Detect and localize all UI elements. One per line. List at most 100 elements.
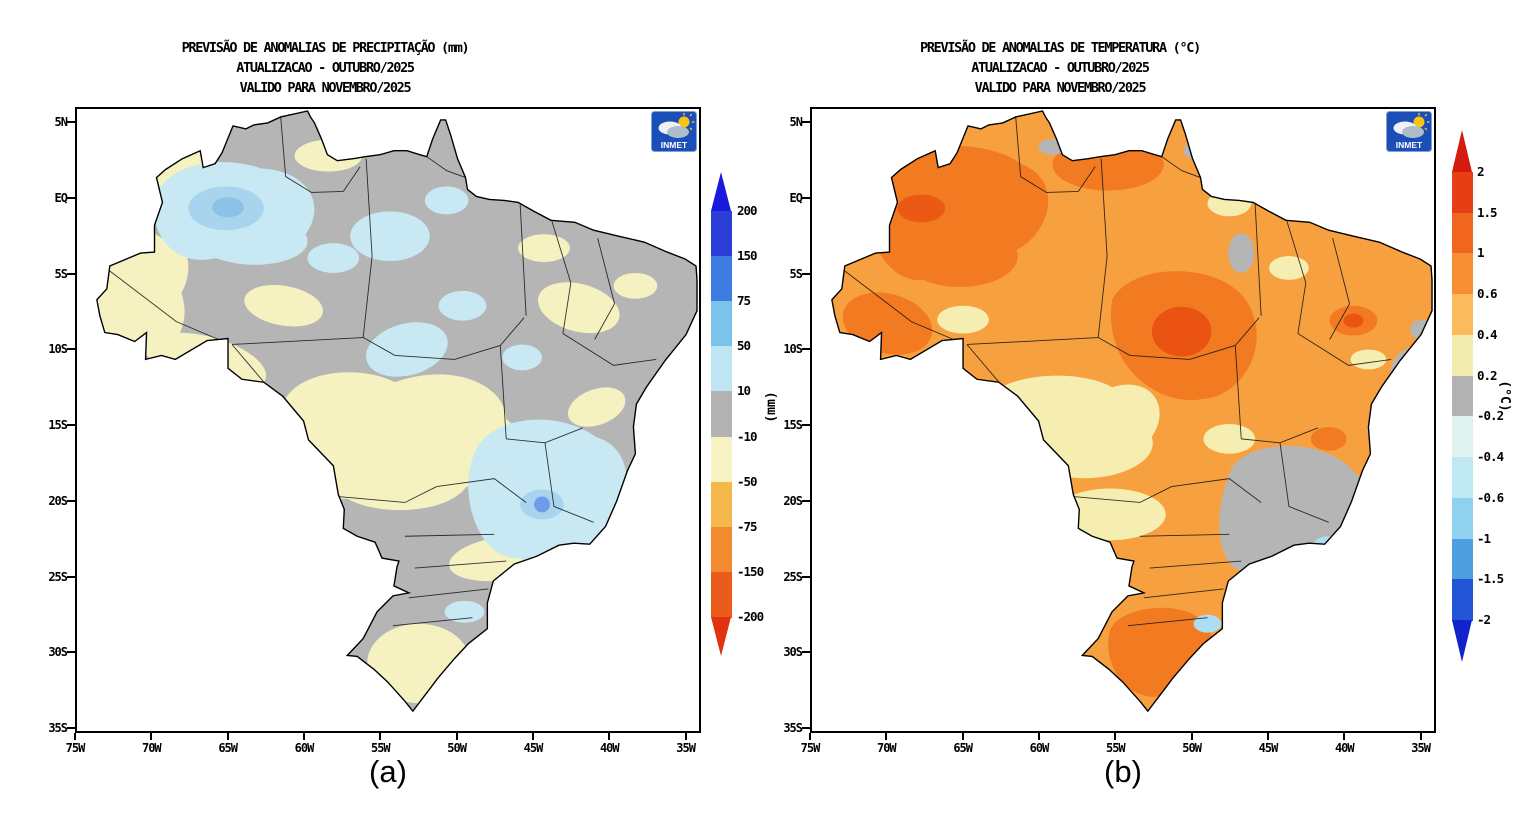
- lat-tick-mark: [67, 575, 75, 578]
- country-outline: [831, 110, 1433, 713]
- caption-b: (b): [1104, 754, 1142, 789]
- lon-tick-label: 55W: [1105, 741, 1126, 755]
- lat-tick-label: EQ: [789, 190, 803, 205]
- colorbar-segment: [711, 301, 732, 347]
- country-outline: [96, 110, 698, 713]
- lat-tick-label: 5N: [54, 115, 68, 129]
- colorbar-segment: [711, 391, 732, 438]
- precip-title-line-2: ATUALIZACAO - OUTUBRO/2025: [236, 60, 415, 76]
- lat-tick-mark: [802, 424, 810, 426]
- lon-tick-label: 35W: [676, 741, 696, 755]
- colorbar-segment: [1452, 253, 1473, 295]
- lat-tick-label: 5S: [789, 266, 803, 281]
- lat-tick-mark: [802, 727, 810, 729]
- colorbar-tick-label: 75: [737, 293, 751, 309]
- colorbar-segment: [1452, 294, 1473, 336]
- temp-plot-frame: [810, 107, 1436, 733]
- state-borders: [844, 116, 1392, 627]
- colorbar-tick-label: 0.6: [1477, 286, 1498, 302]
- colorbar-tick-label: 1.5: [1477, 204, 1498, 220]
- colorbar-segment: [1452, 375, 1473, 417]
- temp-title-line-2: ATUALIZACAO - OUTUBRO/2025: [971, 60, 1150, 76]
- colorbar-tick-label: 200: [737, 203, 758, 218]
- colorbar-tick-label: -0.4: [1477, 449, 1504, 465]
- colorbar-tick-label: 50: [737, 338, 751, 354]
- lon-tick-mark: [885, 733, 888, 740]
- lat-tick-mark: [67, 196, 75, 199]
- lat-tick-mark: [67, 272, 75, 275]
- lon-tick-mark: [74, 733, 76, 740]
- colorbar-tick-label: -200: [737, 609, 764, 624]
- lon-tick-mark: [1266, 733, 1269, 740]
- colorbar-segment: [1452, 172, 1473, 214]
- lon-tick-label: 45W: [1258, 741, 1279, 755]
- lon-tick-label: 50W: [1182, 741, 1202, 755]
- inmet-logo-text: INMET: [661, 140, 688, 150]
- lat-tick-mark: [802, 272, 810, 275]
- lat-tick-label: EQ: [54, 190, 68, 205]
- colorbar-tick-label: -1.5: [1477, 571, 1504, 587]
- colorbar-segment: [1452, 538, 1473, 580]
- lat-tick-mark: [802, 499, 810, 502]
- lat-tick-mark: [67, 499, 75, 502]
- colorbar-tick-label: 0.2: [1477, 367, 1498, 383]
- lon-tick-mark: [809, 733, 811, 740]
- inmet-logo-text: INMET: [1396, 140, 1423, 150]
- lat-tick-label: 35S: [48, 721, 68, 735]
- lat-tick-label: 30S: [48, 645, 68, 660]
- cloud-icon: [1393, 121, 1424, 138]
- precip-title-line-3: VALIDO PARA NOVEMBRO/2025: [239, 80, 412, 96]
- lon-tick-label: 35W: [1411, 741, 1431, 755]
- lat-tick-label: 20S: [783, 493, 803, 508]
- lon-tick-label: 70W: [141, 741, 162, 755]
- caption-a: (a): [369, 754, 407, 789]
- lat-tick-label: 10S: [48, 342, 68, 357]
- lon-tick-label: 75W: [800, 741, 821, 755]
- colorbar-arrow-up: [1452, 130, 1472, 172]
- negative-precip-regions: [96, 139, 658, 704]
- lat-tick-label: 25S: [783, 569, 803, 584]
- lon-tick-mark: [608, 733, 611, 740]
- lat-tick-label: 15S: [783, 418, 803, 432]
- colorbar-arrow-down: [711, 617, 731, 656]
- temp-title-line-3: VALIDO PARA NOVEMBRO/2025: [974, 80, 1147, 96]
- precip-title-block: PREVISÃO DE ANOMALIAS DE PRECIPITAÇÃO (m…: [75, 38, 575, 98]
- colorbar-segment: [711, 211, 732, 257]
- state-borders: [109, 116, 657, 627]
- lon-tick-label: 60W: [294, 741, 315, 755]
- lon-tick-label: 40W: [599, 741, 620, 755]
- colorbar-segment: [1452, 579, 1473, 621]
- colorbar-arrow-down: [1452, 620, 1472, 662]
- temp-anomaly-map: [831, 110, 1433, 713]
- lon-tick-mark: [150, 733, 153, 740]
- lon-tick-mark: [455, 733, 458, 740]
- lon-tick-label: 55W: [370, 741, 391, 755]
- precip-title-line-1: PREVISÃO DE ANOMALIAS DE PRECIPITAÇÃO (m…: [181, 40, 470, 56]
- colorbar-segment: [711, 346, 732, 393]
- temp-title-line-1: PREVISÃO DE ANOMALIAS DE TEMPERATURA (°C…: [920, 40, 1201, 56]
- colorbar-tick-label: -1: [1477, 530, 1491, 546]
- colorbar-segment: [711, 481, 732, 528]
- lat-tick-label: 10S: [783, 342, 803, 357]
- lat-tick-mark: [67, 651, 75, 654]
- lat-tick-mark: [802, 196, 810, 199]
- colorbar-tick-label: 1: [1477, 245, 1485, 261]
- inmet-logo: INMET: [651, 111, 697, 152]
- lat-tick-label: 15S: [48, 418, 68, 432]
- colorbar-tick-label: -10: [737, 428, 758, 444]
- colorbar-tick-label: -50: [737, 473, 758, 489]
- colorbar-segment: [1452, 334, 1473, 377]
- lon-tick-mark: [1037, 733, 1040, 740]
- lon-tick-mark: [302, 733, 305, 740]
- lat-tick-mark: [802, 121, 810, 123]
- colorbar-segment: [1452, 457, 1473, 499]
- colorbar-tick-label: -0.6: [1477, 489, 1504, 505]
- colorbar-segment: [711, 256, 732, 302]
- lat-tick-mark: [802, 651, 810, 654]
- lon-tick-mark: [684, 733, 687, 740]
- lat-tick-mark: [802, 348, 810, 351]
- colorbar-tick-label: 0.4: [1477, 326, 1498, 342]
- colorbar-segment: [711, 526, 732, 573]
- colorbar-tick-label: 10: [737, 383, 751, 399]
- lon-tick-label: 40W: [1334, 741, 1355, 755]
